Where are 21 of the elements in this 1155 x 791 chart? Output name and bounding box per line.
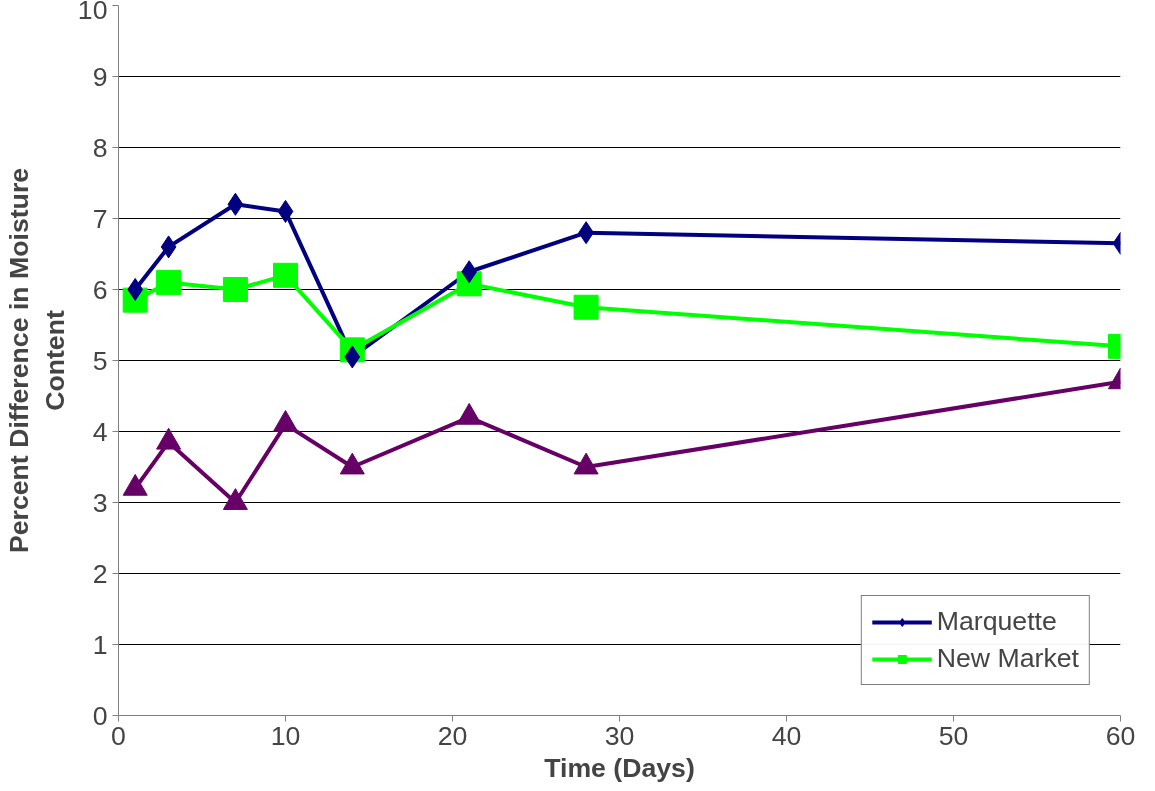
y-tick-label: 10 (77, 0, 108, 25)
x-axis-title: Time (Days) (544, 752, 695, 783)
y-tick-label: 6 (92, 274, 108, 305)
x-tick-label: 40 (771, 720, 802, 751)
x-tick-label: 20 (437, 720, 468, 751)
y-tick-label: 8 (92, 132, 108, 163)
y-tick-label: 9 (92, 61, 108, 92)
y-tick-label: 4 (92, 416, 108, 447)
y-tick-label: 0 (92, 700, 108, 731)
y-tick-label: 7 (92, 203, 108, 234)
x-tick-label: 50 (938, 720, 969, 751)
y-tick-label: 3 (92, 487, 108, 518)
y-tick-label: 5 (92, 345, 108, 376)
x-tick-label: 30 (604, 720, 635, 751)
y-tick-label: 2 (92, 558, 108, 589)
legend-label: New Market (936, 643, 1079, 674)
x-tick-label: 60 (1105, 720, 1136, 751)
y-axis-title: Percent Difference in Moisture Content (3, 167, 70, 554)
legend-label: Marquette (936, 606, 1057, 637)
x-tick-label: 10 (270, 720, 301, 751)
y-tick-label: 1 (92, 629, 108, 660)
